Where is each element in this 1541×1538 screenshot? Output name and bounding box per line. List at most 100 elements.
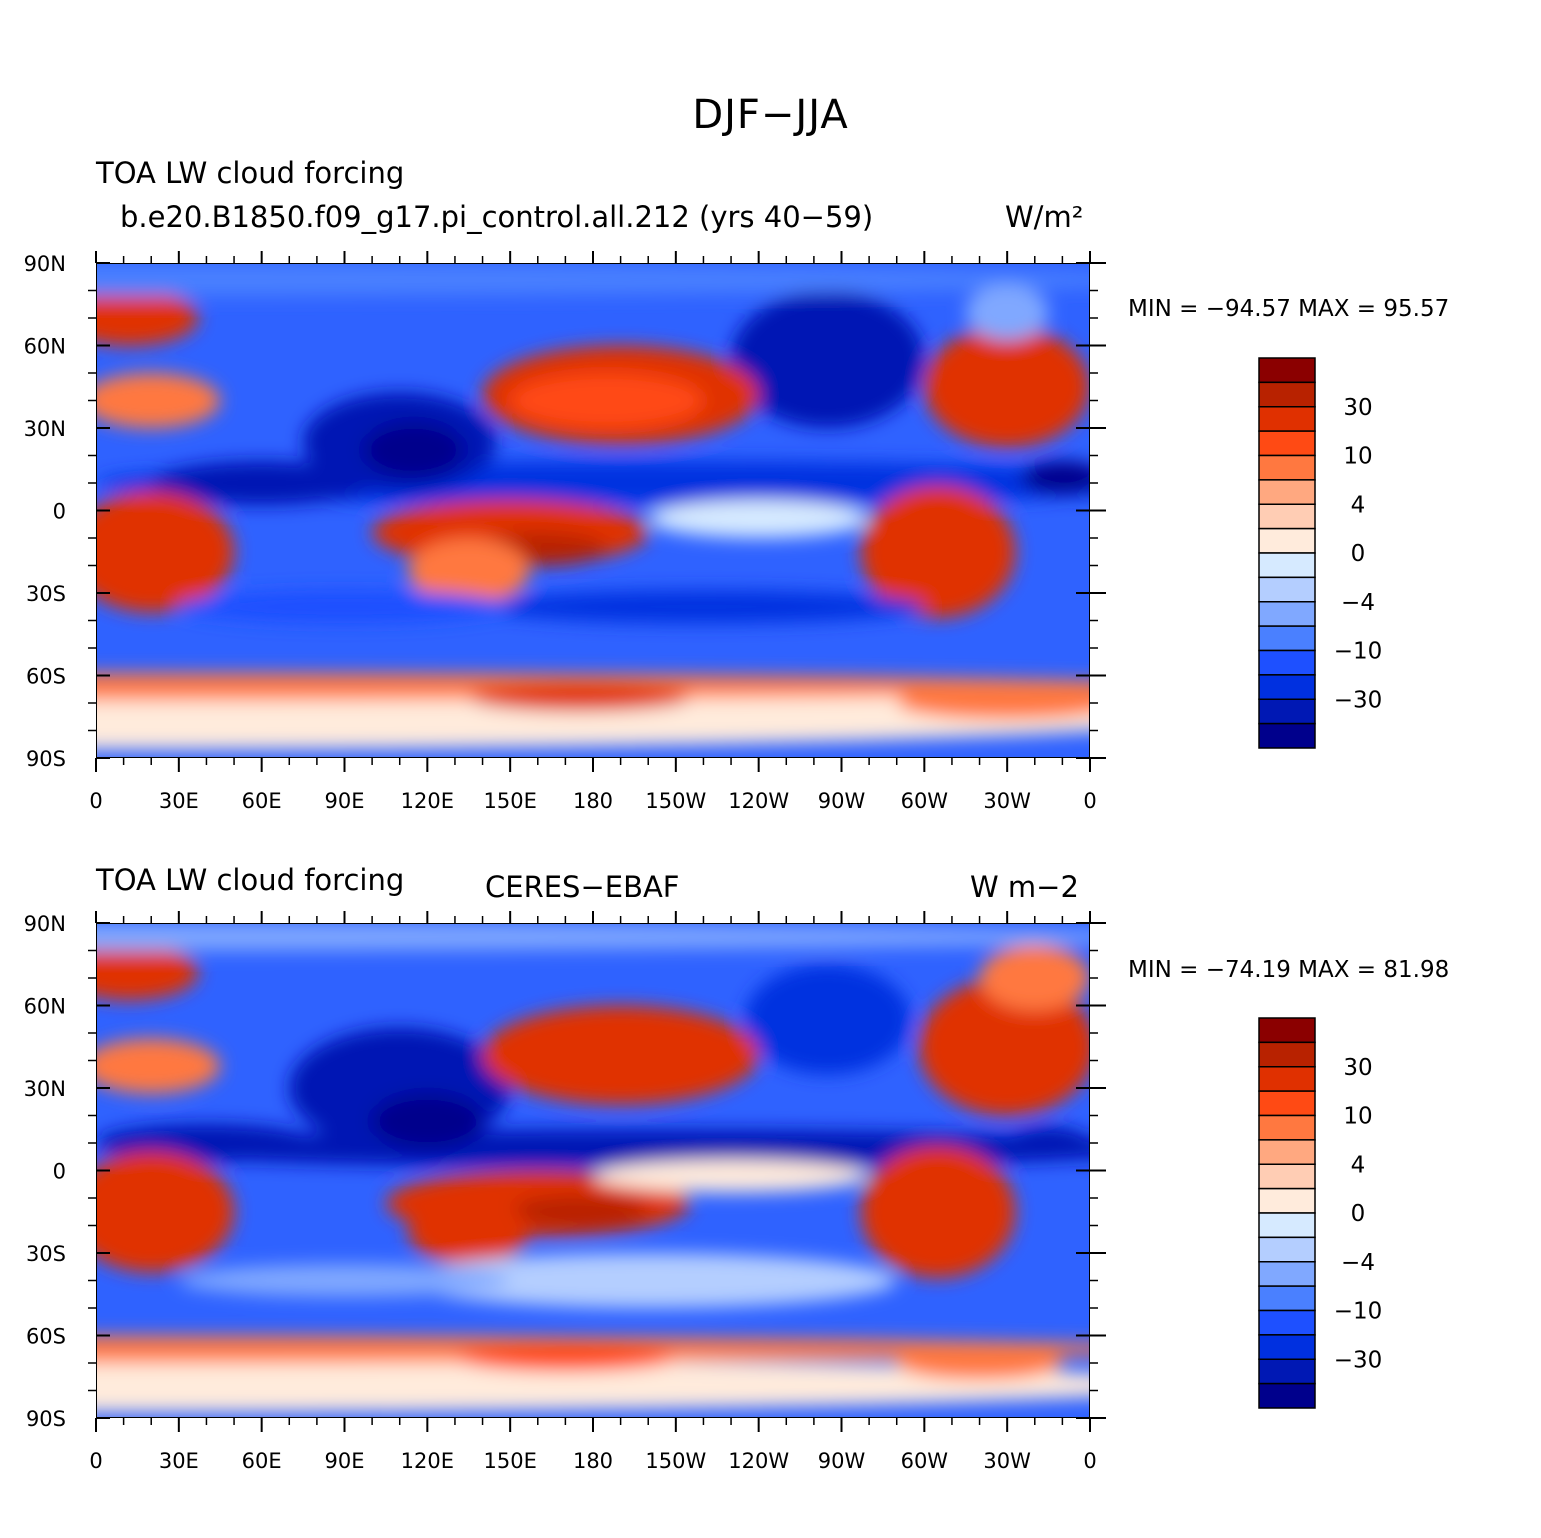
contour-region <box>1020 461 1090 494</box>
lat-label: 90N <box>24 912 66 936</box>
lat-label: 90S <box>26 1407 66 1431</box>
colorbar-swatch <box>1258 1090 1316 1117</box>
colorbar-swatch <box>1258 722 1316 749</box>
lon-label: 150W <box>645 1449 706 1473</box>
contour-region <box>593 1159 870 1193</box>
lon-label: 120E <box>401 789 454 813</box>
colorbar-swatch <box>1258 1309 1316 1336</box>
colorbar-label: 4 <box>1351 492 1366 518</box>
contour-region <box>96 263 1090 296</box>
contour-region <box>896 686 1090 720</box>
main-title: DJF−JJA <box>692 92 849 138</box>
colorbar-label: 30 <box>1343 1055 1372 1081</box>
colorbar-swatch <box>1258 1212 1316 1239</box>
colorbar-swatch <box>1258 1139 1316 1165</box>
lon-label: 30W <box>983 789 1031 813</box>
colorbar-label: −10 <box>1334 639 1383 665</box>
colorbar-swatch <box>1258 430 1316 457</box>
contour-region <box>96 1038 221 1094</box>
contour-region <box>96 683 1090 750</box>
contour-fill-group <box>96 923 1090 1413</box>
contour-region <box>96 290 199 346</box>
colorbar-swatch <box>1258 479 1316 505</box>
contour-region <box>860 1145 1016 1278</box>
colorbar-swatch <box>1258 649 1316 676</box>
colorbar-swatch <box>1258 1285 1316 1312</box>
colorbar-label: −10 <box>1334 1299 1383 1325</box>
colorbar-swatch <box>1258 1017 1316 1044</box>
lat-label: 0 <box>53 500 66 524</box>
colorbar-label: 30 <box>1343 395 1372 421</box>
lon-label: 30W <box>983 1449 1031 1473</box>
contour-region <box>408 538 530 604</box>
contour-region <box>454 1343 676 1372</box>
colorbar-swatch <box>1258 454 1316 481</box>
colorbar-swatch <box>1258 406 1316 432</box>
lon-label: 90W <box>818 1449 866 1473</box>
colorbar-2: 30 10 4 0 −4 −10 −30 <box>1258 1017 1383 1409</box>
lat-label: 60N <box>24 995 66 1019</box>
panel2-center-title: CERES−EBAF <box>485 870 680 904</box>
contour-region <box>96 373 221 428</box>
contour-region <box>731 290 925 428</box>
colorbar-swatch <box>1258 1261 1316 1287</box>
colorbar-1: 30 10 4 0 −4 −10 −30 <box>1258 357 1383 749</box>
contour-region <box>1007 1126 1090 1160</box>
contour-region <box>482 590 925 624</box>
contour-region <box>510 373 704 428</box>
lat-label: 30N <box>24 417 66 441</box>
map-panel-2 <box>96 923 1090 1418</box>
colorbar-swatch <box>1258 576 1316 603</box>
colorbar-label: −4 <box>1341 590 1375 616</box>
lon-label: 60W <box>901 1449 949 1473</box>
contour-region <box>96 945 199 1000</box>
colorbar-swatch <box>1258 1187 1316 1214</box>
lat-label: 0 <box>53 1160 66 1184</box>
contour-region <box>860 485 1016 618</box>
contour-region <box>372 1093 483 1149</box>
lon-label: 90E <box>325 789 365 813</box>
lon-label: 120W <box>728 789 789 813</box>
colorbar-swatch <box>1258 601 1316 627</box>
contour-region <box>96 923 1090 951</box>
colorbar-swatch <box>1258 1163 1316 1190</box>
colorbar-swatch <box>1258 625 1316 652</box>
colorbar-label: 10 <box>1343 1104 1372 1130</box>
lon-label: 60W <box>901 789 949 813</box>
lon-label: 60E <box>242 1449 282 1473</box>
lon-label: 90E <box>325 1449 365 1473</box>
lon-label: 90W <box>818 789 866 813</box>
lon-label: 150E <box>483 1449 536 1473</box>
lat-label: 30N <box>24 1077 66 1101</box>
colorbar-swatch <box>1258 1236 1316 1263</box>
colorbar-label: 4 <box>1351 1152 1366 1178</box>
contour-region <box>965 285 1049 340</box>
panel1-center-title: b.e20.B1850.f09_g17.pi_control.all.212 (… <box>120 200 874 234</box>
colorbar-swatch <box>1258 1066 1316 1092</box>
colorbar-swatch <box>1258 357 1316 384</box>
contour-region <box>918 978 1090 1116</box>
colorbar-label: 0 <box>1351 541 1366 567</box>
colorbar-swatch <box>1258 1382 1316 1409</box>
panel2-units: W m−2 <box>970 870 1079 904</box>
lat-label: 60S <box>26 665 66 689</box>
lon-label: 120W <box>728 1449 789 1473</box>
colorbar-swatch <box>1258 381 1316 408</box>
contour-region <box>979 945 1090 1011</box>
colorbar-swatch <box>1258 698 1316 725</box>
lat-label: 60S <box>26 1325 66 1349</box>
colorbar-label: 10 <box>1343 444 1372 470</box>
contour-region <box>363 422 464 478</box>
panel2-min-max: MIN = −74.19 MAX = 81.98 <box>1128 957 1450 983</box>
panel2-left-title: TOA LW cloud forcing <box>96 863 405 897</box>
contour-region <box>468 683 690 712</box>
contour-region <box>96 1151 235 1273</box>
colorbar-label: 0 <box>1351 1201 1366 1227</box>
lon-label: 0 <box>1083 1449 1096 1473</box>
contour-region <box>178 590 511 624</box>
lon-label: 0 <box>1083 789 1096 813</box>
contour-region <box>399 1253 897 1308</box>
lon-label: 0 <box>89 789 102 813</box>
contour-fill-group <box>96 263 1090 750</box>
